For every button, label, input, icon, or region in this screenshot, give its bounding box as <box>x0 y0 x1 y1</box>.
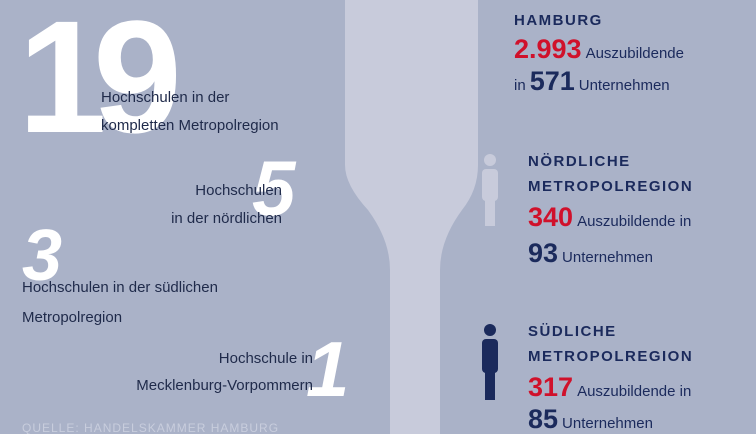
person-icon <box>482 154 498 226</box>
companies: 85 <box>528 404 558 434</box>
companies-text: Unternehmen <box>562 249 653 266</box>
uni-text: Hochschulen in der südlichen <box>22 279 218 296</box>
uni-text: in der nördlichen <box>171 210 282 227</box>
trainees: 340 <box>528 202 573 232</box>
companies-line: 93 Unternehmen <box>528 238 653 268</box>
trainees-text: Auszubildende in <box>577 213 691 230</box>
companies: 571 <box>530 66 575 96</box>
uni-text: Hochschule in <box>219 350 313 367</box>
trainees: 317 <box>528 372 573 402</box>
uni-text: Mecklenburg-Vorpommern <box>136 377 313 394</box>
big-number: 19 <box>18 0 177 166</box>
uni-text: Hochschulen in der <box>101 89 229 106</box>
trainees-text: Auszubildende in <box>577 383 691 400</box>
big-number: 1 <box>306 325 349 413</box>
bottle-shape <box>345 0 478 434</box>
big-number: 5 <box>252 144 297 232</box>
trainees-line: 317 Auszubildende in <box>528 372 691 402</box>
trainees-line: 2.993 Auszubildende <box>514 34 684 64</box>
companies-line: 85 Unternehmen <box>528 404 653 434</box>
companies-text: Unternehmen <box>562 415 653 432</box>
companies-text: Unternehmen <box>579 77 670 94</box>
uni-text: Hochschulen <box>195 182 282 199</box>
source: QUELLE: HANDELSKAMMER HAMBURG <box>22 421 279 434</box>
uni-text: Metropolregion <box>22 309 122 326</box>
region-title: SÜDLICHE <box>528 323 617 340</box>
person-icon <box>482 324 498 400</box>
companies-line: in 571 Unternehmen <box>514 66 670 96</box>
region-title: METROPOLREGION <box>528 178 693 195</box>
companies: 93 <box>528 238 558 268</box>
region-title: NÖRDLICHE <box>528 153 631 170</box>
region-title: METROPOLREGION <box>528 348 693 365</box>
big-number: 3 <box>22 216 62 296</box>
region-title: HAMBURG <box>514 12 603 29</box>
trainees-line: 340 Auszubildende in <box>528 202 691 232</box>
trainees: 2.993 <box>514 34 582 64</box>
companies-prefix: in <box>514 77 526 94</box>
trainees-text: Auszubildende <box>586 45 684 62</box>
uni-text: kompletten Metropolregion <box>101 117 279 134</box>
